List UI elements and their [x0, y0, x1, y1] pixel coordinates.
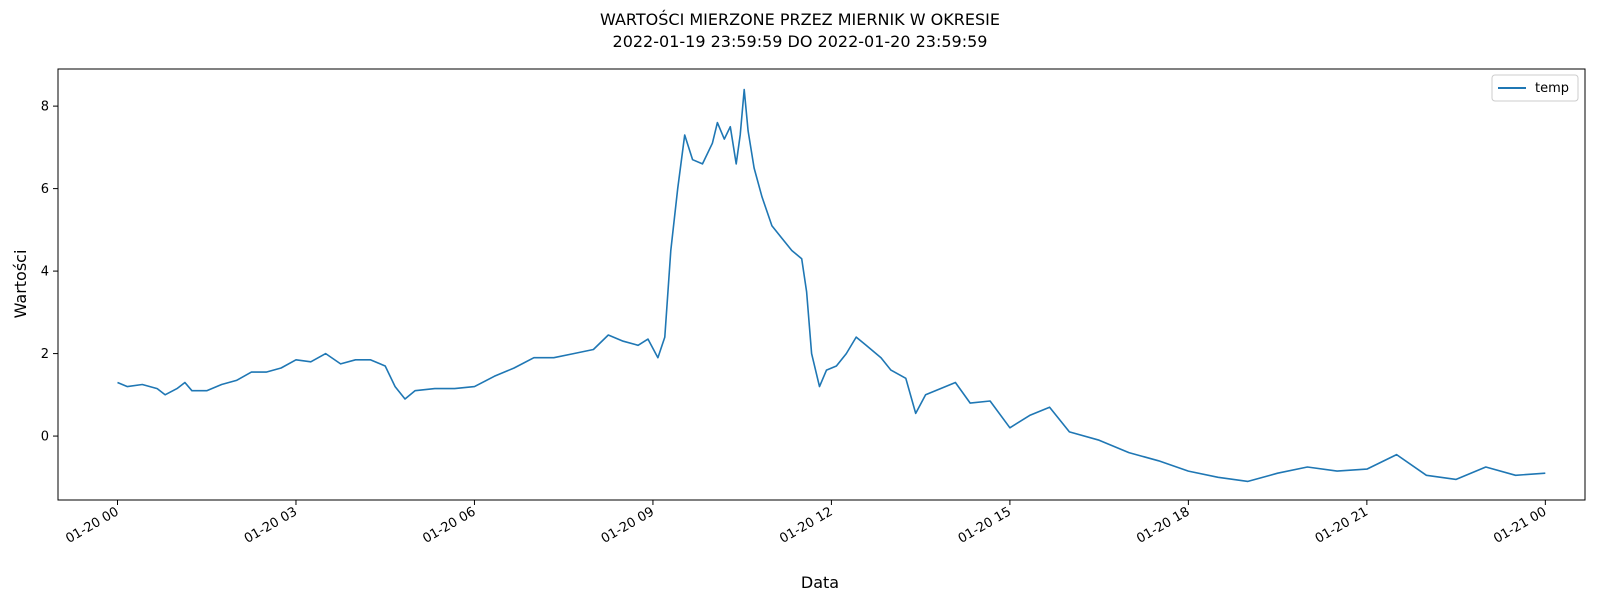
y-tick-label: 0 — [41, 430, 49, 445]
x-axis: 01-20 00 01-20 03 01-20 06 01-20 09 01-20 12… — [63, 500, 1549, 547]
x-tick-label: 01-20 15 — [956, 504, 1014, 546]
plot-frame — [57, 68, 1586, 501]
legend-label-temp: temp — [1535, 81, 1569, 96]
y-tick-label: 4 — [41, 265, 49, 280]
x-tick-label: 01-21 00 — [1491, 504, 1549, 546]
y-axis-label: Wartości — [11, 250, 30, 319]
y-tick-label: 8 — [41, 100, 49, 115]
x-axis-label: Data — [801, 573, 839, 592]
legend: temp — [1491, 74, 1579, 102]
x-tick-label: 01-20 06 — [420, 504, 478, 546]
x-tick-label: 01-20 00 — [63, 504, 121, 546]
series-line-temp — [117, 88, 1546, 483]
x-tick-label: 01-20 12 — [777, 504, 835, 546]
x-tick-label: 01-20 18 — [1134, 504, 1192, 546]
chart-title-line-2: 2022-01-19 23:59:59 DO 2022-01-20 23:59:… — [613, 32, 988, 51]
x-tick-label: 01-20 03 — [242, 504, 300, 546]
chart-title-line-1: WARTOŚCI MIERZONE PRZEZ MIERNIK W OKRESI… — [600, 10, 1000, 29]
y-tick-label: 6 — [41, 182, 49, 197]
legend-box — [1491, 74, 1579, 102]
x-tick-label: 01-20 21 — [1313, 504, 1371, 546]
y-tick-label: 2 — [41, 347, 49, 362]
x-tick-label: 01-20 09 — [599, 504, 657, 546]
series-layer — [117, 88, 1546, 483]
y-axis: 0 2 4 6 8 — [41, 100, 58, 445]
